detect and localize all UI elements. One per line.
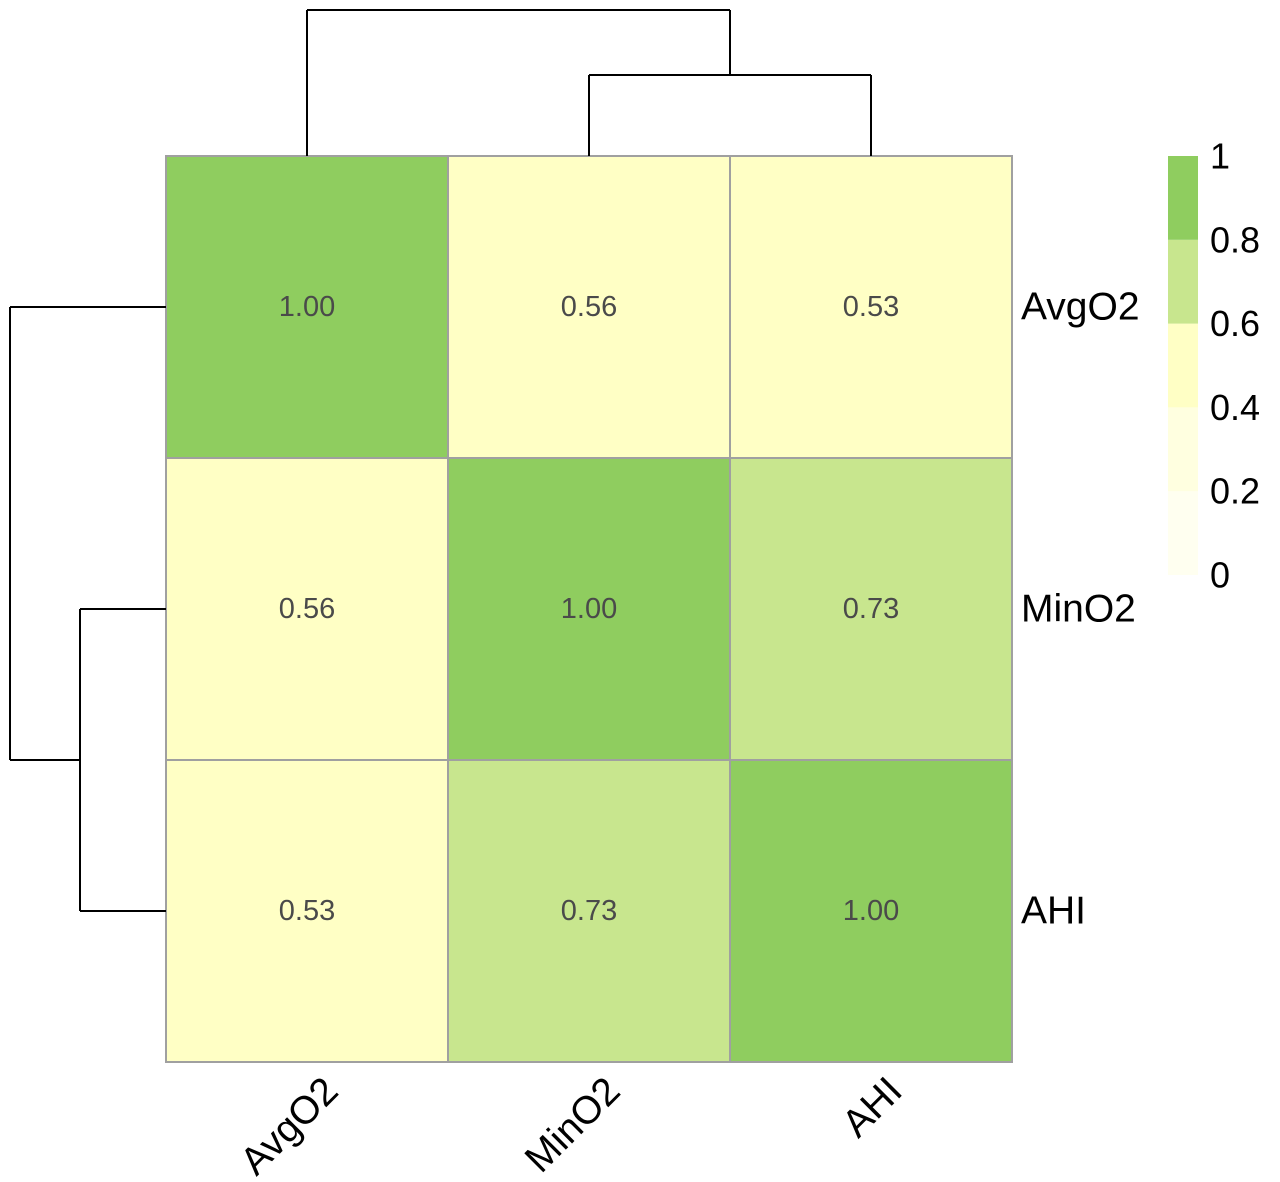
row-labels: AvgO2 MinO2 AHI [1021, 286, 1140, 933]
legend-color-bin [1168, 156, 1198, 240]
row-dendrogram [9, 306, 166, 912]
legend-color-bin [1168, 323, 1198, 408]
heatmap-cell-MinO2-AHI [729, 457, 1013, 761]
row-label-ahi: AHI [1021, 890, 1086, 933]
cell-value-label: 1.00 [279, 291, 335, 323]
color-legend: 0 0.2 0.4 0.6 0.8 1 [1168, 136, 1260, 596]
cell-value-label: 0.53 [843, 291, 899, 323]
cell-value-label: 0.73 [843, 593, 899, 625]
row-label-avgo2: AvgO2 [1021, 286, 1140, 329]
column-dendrogram [306, 9, 872, 156]
heatmap-cell-MinO2-MinO2 [447, 457, 731, 761]
heatmap-cell-MinO2-AvgO2 [165, 457, 449, 761]
cell-value-label: 0.56 [279, 593, 335, 625]
legend-tick-label: 1 [1210, 136, 1230, 177]
legend-color-bin [1168, 239, 1198, 324]
row-label-mino2: MinO2 [1021, 588, 1136, 631]
cell-value-label: 0.53 [279, 895, 335, 927]
column-label-avgo2: AvgO2 [232, 1069, 346, 1177]
heatmap-cell-AHI-MinO2 [447, 759, 731, 1063]
legend-color-bin [1168, 491, 1198, 575]
legend-tick-label: 0.2 [1210, 471, 1260, 512]
heatmap-cell-AvgO2-AvgO2 [165, 155, 449, 459]
legend-color-bin [1168, 407, 1198, 492]
column-labels: AvgO2 MinO2 AHI [232, 1069, 910, 1182]
heatmap-cell-labels: 1.00 0.56 0.53 0.56 1.00 0.73 0.53 0.73 1.00 [279, 291, 899, 927]
cell-value-label: 0.56 [561, 291, 617, 323]
heatmap-cell-AvgO2-MinO2 [447, 155, 731, 459]
heatmap-cell-AHI-AvgO2 [165, 759, 449, 1063]
column-label-ahi: AHI [834, 1069, 910, 1145]
cell-value-label: 1.00 [843, 895, 899, 927]
legend-tick-label: 0.4 [1210, 387, 1260, 428]
column-label-mino2: MinO2 [517, 1069, 629, 1177]
legend-tick-label: 0.8 [1210, 219, 1260, 260]
cell-value-label: 1.00 [561, 593, 617, 625]
cell-value-label: 0.73 [561, 895, 617, 927]
legend-tick-label: 0 [1210, 555, 1230, 596]
legend-tick-label: 0.6 [1210, 303, 1260, 344]
heatmap-cell-AHI-AHI [729, 759, 1013, 1063]
heatmap-cells [165, 155, 1013, 1063]
